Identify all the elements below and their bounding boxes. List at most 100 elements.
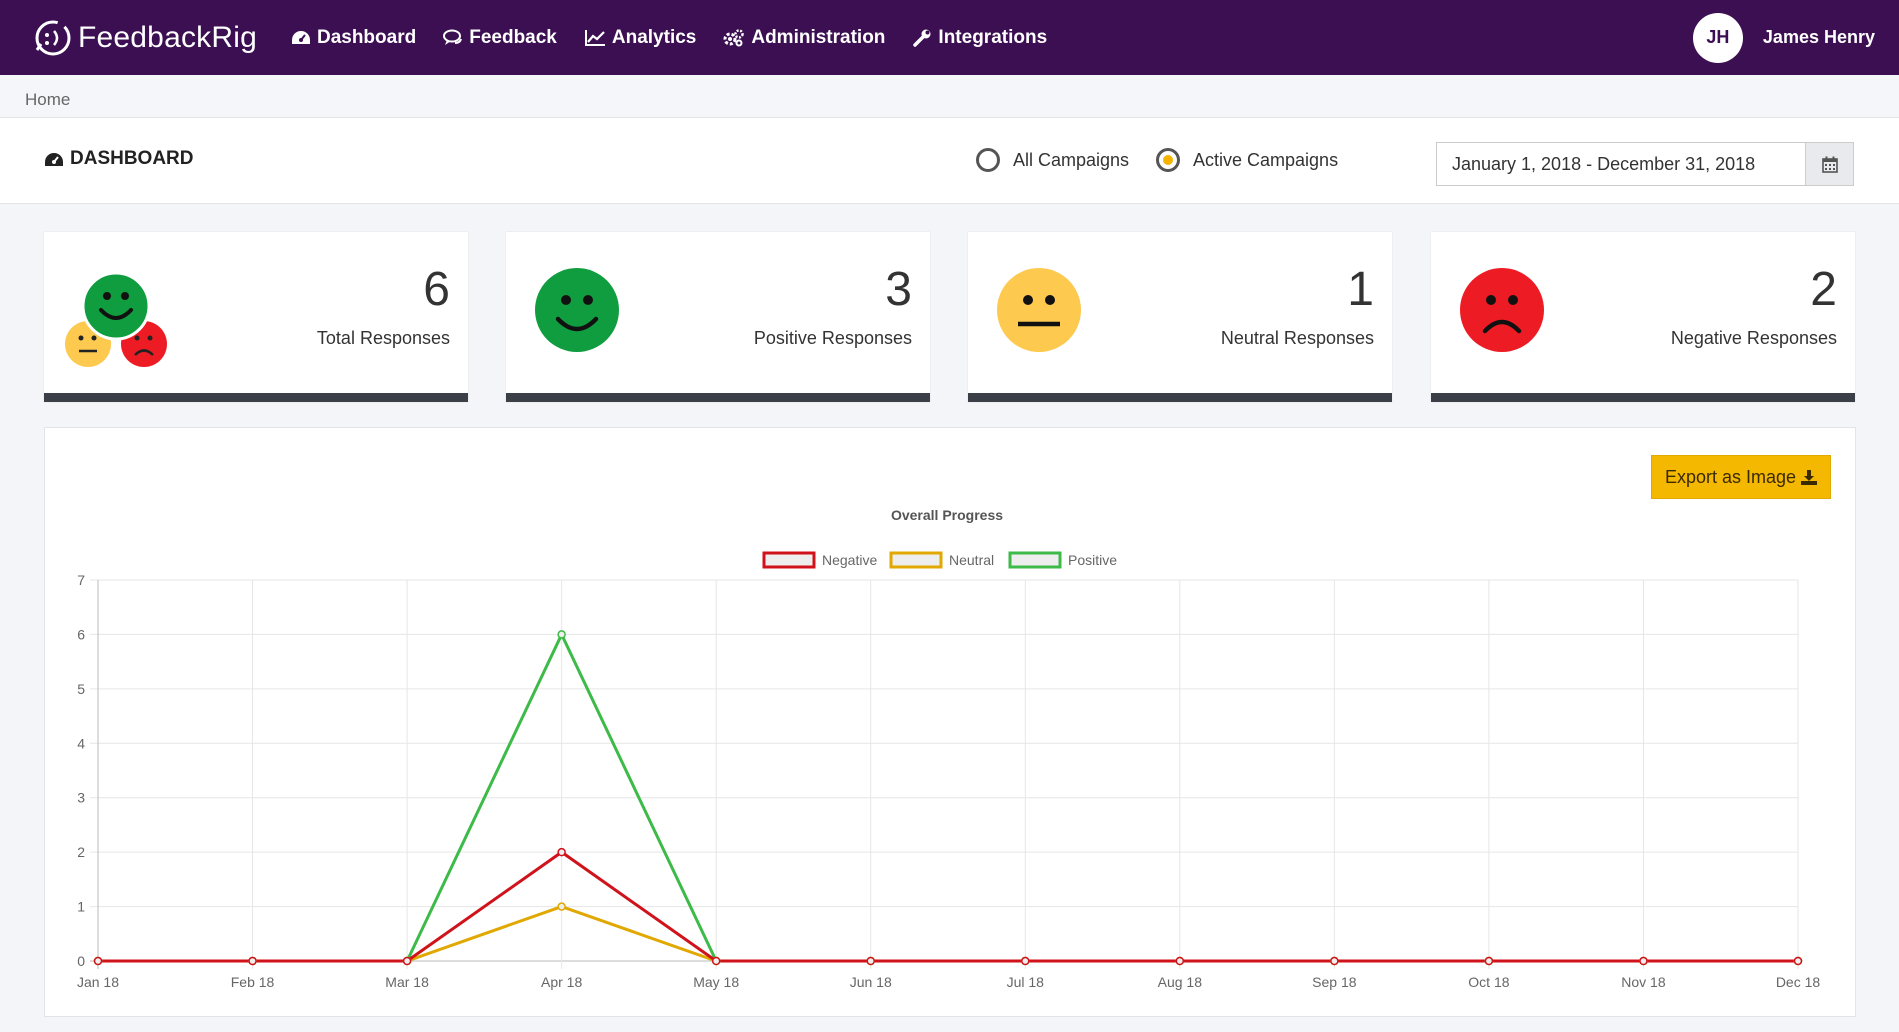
main-nav: Dashboard Feedback Analytics Administrat… [291,27,1074,49]
negative-responses-count: 2 [1810,263,1837,316]
x-tick-label: Aug 18 [1158,974,1203,990]
overall-progress-chart: Overall Progress Negative Neutral Positive 0… [77,507,1821,990]
legend-swatch [762,551,816,569]
total-responses-count: 6 [423,263,450,316]
x-tick-label: Jan 18 [77,974,119,990]
nav-analytics-label: Analytics [611,26,697,48]
wrench-icon [913,29,931,47]
nav-dashboard-label: Dashboard [316,26,417,48]
all-campaigns-label: All Campaigns [1013,149,1130,170]
data-point-negative [402,956,412,966]
dashboard-icon [291,30,310,44]
nav-dashboard[interactable]: Dashboard [291,27,416,49]
positive-responses-label: Positive Responses [753,328,912,348]
comments-icon [443,29,463,45]
chart-panel: Overall Progress Negative Neutral Positive 0… [44,427,1856,1017]
date-range-input[interactable] [1437,143,1805,185]
mixed-faces-icon [65,272,167,367]
x-tick-label: Nov 18 [1621,974,1666,990]
breadcrumb: Home [0,75,1899,118]
x-tick-label: Dec 18 [1776,974,1821,990]
export-image-button[interactable]: Export as Image [1651,455,1831,499]
calendar-button[interactable] [1805,143,1853,185]
x-tick-label: Oct 18 [1468,974,1509,990]
calendar-icon [1821,156,1838,173]
data-point-negative [557,847,566,857]
negative-responses-card: 2 Negative Responses [1431,232,1855,402]
series-line-neutral [98,904,1798,963]
total-responses-label: Total Responses [316,328,450,348]
nav-integrations[interactable]: Integrations [912,27,1047,49]
series-line-negative [98,850,1798,963]
legend-swatch [1008,551,1062,569]
nav-integrations-label: Integrations [938,26,1048,48]
y-tick-label: 1 [77,899,85,915]
radio-checked-icon[interactable] [1156,148,1180,172]
legend-label: Positive [1068,552,1117,568]
active-campaigns-radio[interactable]: Active Campaigns [1156,148,1338,172]
top-navbar: FeedbackRig Dashboard Feedback Analytics… [0,0,1899,75]
total-responses-card: 6 Total Responses [44,232,468,402]
data-point-negative [866,956,875,966]
happy-face-icon [535,268,619,352]
chart-title: Overall Progress [891,507,1003,523]
x-tick-label: Feb 18 [231,974,275,990]
line-chart-icon [584,29,605,46]
nav-administration-label: Administration [751,26,886,48]
neutral-responses-card: 1 Neutral Responses [968,232,1392,402]
cogs-icon [723,28,745,46]
page-title: DASHBOARD [44,148,194,170]
user-name[interactable]: James Henry [1762,27,1875,47]
y-tick-label: 7 [77,572,85,588]
y-tick-label: 2 [77,844,85,860]
y-tick-label: 6 [77,626,85,642]
active-campaigns-label: Active Campaigns [1193,149,1339,170]
x-tick-label: Mar 18 [385,974,429,990]
avatar[interactable]: JH [1692,12,1743,63]
y-tick-label: 4 [77,735,85,751]
user-menu[interactable]: JH James Henry [1692,0,1875,75]
sad-face-icon [1460,268,1544,352]
positive-responses-card: 3 Positive Responses [506,232,930,402]
data-point-negative [1793,956,1803,966]
y-tick-label: 5 [77,681,85,697]
export-button-label: Export as Image [1664,466,1797,487]
download-icon [1801,469,1818,485]
neutral-face-icon [997,268,1081,352]
x-tick-label: Apr 18 [541,974,582,990]
all-campaigns-radio[interactable]: All Campaigns [976,148,1129,172]
y-tick-label: 0 [77,953,85,969]
data-point-negative [711,956,721,966]
page-header: DASHBOARD All Campaigns Active Campaigns [0,118,1899,204]
dashboard-icon [45,152,63,166]
legend-swatch [889,551,943,569]
nav-administration[interactable]: Administration [723,27,885,49]
logo-icon [35,20,71,55]
radio-unchecked-icon[interactable] [976,148,1000,172]
x-tick-label: May 18 [693,974,739,990]
data-point-negative [1639,956,1648,966]
data-point-negative [1330,956,1339,966]
data-point-negative [248,956,257,966]
nav-feedback-label: Feedback [469,26,557,48]
legend-label: Neutral [949,552,994,568]
data-point-positive [557,630,566,639]
logo[interactable]: FeedbackRig [32,17,257,59]
data-point-neutral [557,902,566,911]
data-point-negative [1175,956,1185,966]
data-point-negative [1021,956,1030,966]
legend-label: Negative [822,552,877,568]
nav-analytics[interactable]: Analytics [584,27,696,49]
x-tick-label: Sep 18 [1312,974,1357,990]
breadcrumb-home[interactable]: Home [25,90,71,109]
neutral-responses-count: 1 [1347,263,1374,316]
y-tick-label: 3 [77,790,85,806]
date-range-picker[interactable] [1436,142,1854,186]
x-tick-label: Jul 18 [1007,974,1045,990]
nav-feedback[interactable]: Feedback [443,27,557,49]
page-title-text: DASHBOARD [70,148,194,169]
app-name: FeedbackRig [78,20,257,54]
neutral-responses-label: Neutral Responses [1220,328,1374,348]
x-tick-label: Jun 18 [850,974,892,990]
negative-responses-label: Negative Responses [1670,328,1837,348]
